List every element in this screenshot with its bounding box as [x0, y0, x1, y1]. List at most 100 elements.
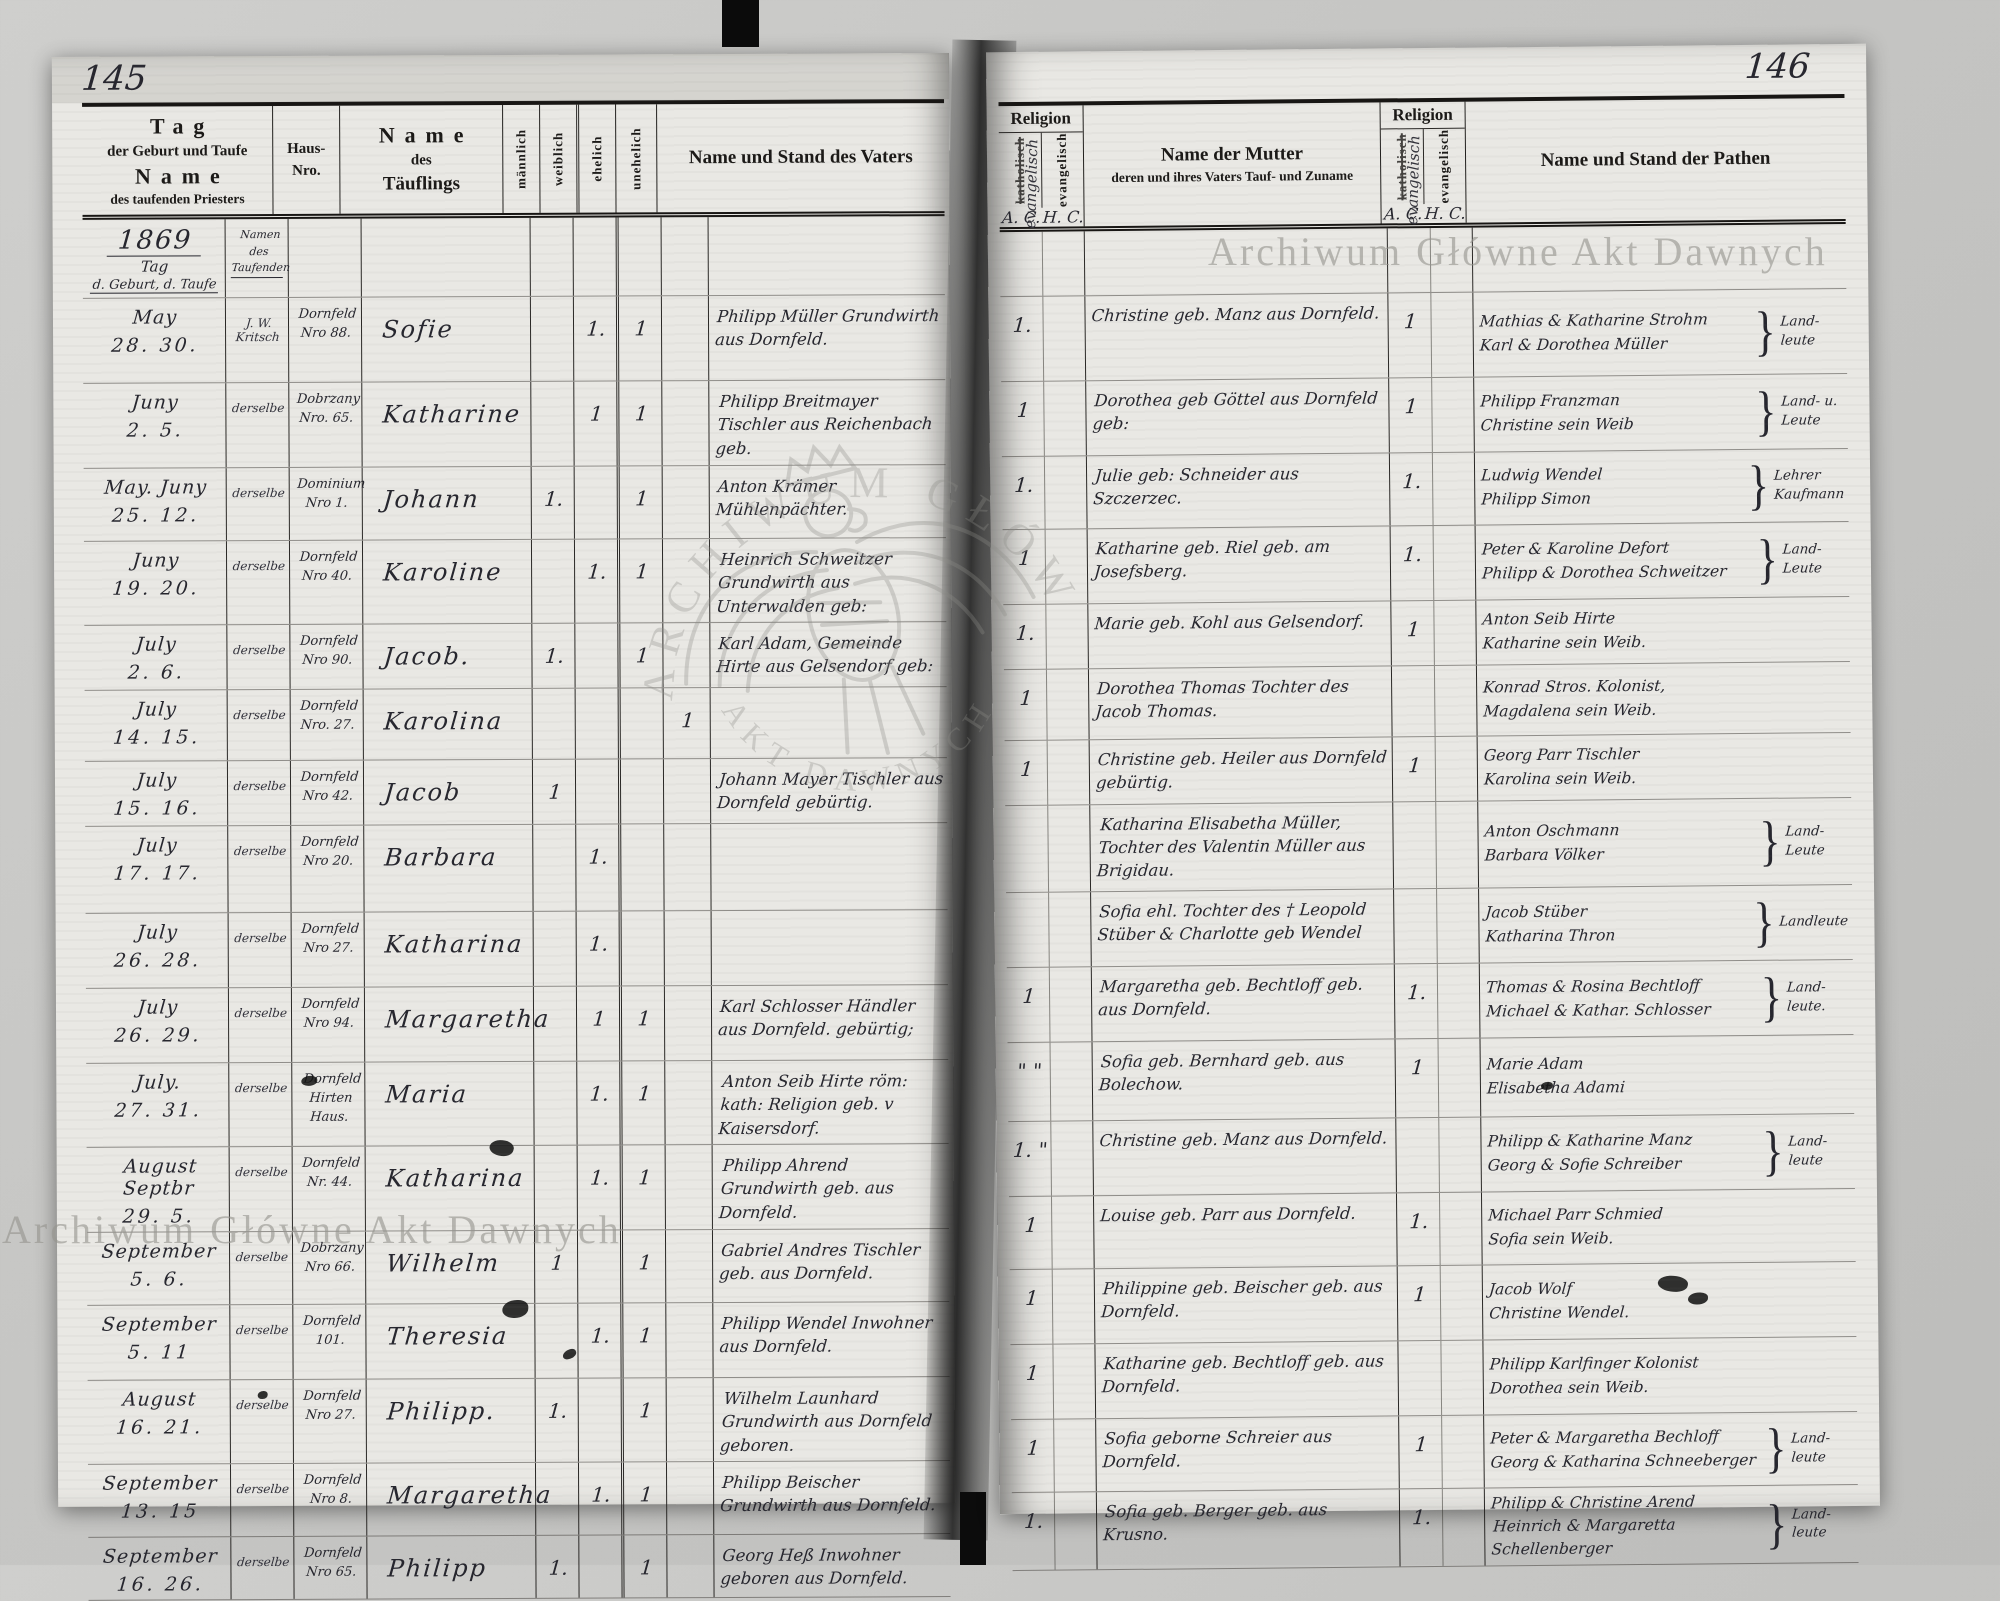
cell-priest: derselbe — [228, 690, 291, 760]
priest-name: derselbe — [233, 844, 286, 858]
cell-father: Karl Schlosser Händler aus Dornfeld. geb… — [712, 985, 948, 1060]
register-row-right: 1 Dorothea Thomas Tochter des Jacob Thom… — [1004, 662, 1851, 741]
cell-pathen: Peter & Margaretha Bechloff Georg & Kath… — [1484, 1412, 1858, 1488]
cell-ehelich: 1 — [620, 539, 663, 622]
cell-father: Heinrich Schweitzer Grund­wirth aus Unte… — [710, 538, 946, 622]
cell-priest: derselbe — [230, 1305, 293, 1379]
priest-name: derselbe — [236, 1398, 289, 1412]
cell-pathen: Philipp & Christine Arend Heinrich & Mar… — [1485, 1485, 1859, 1566]
register-table-left: Tag der Geburt und Taufe Name des taufen… — [82, 99, 951, 1601]
religion-mark: 1 — [1398, 1282, 1441, 1306]
house-number: Dornfeld Nro. 27. — [296, 698, 361, 736]
register-row-left: July 26. 28. derselbe Dornfeld Nro 27. K… — [86, 910, 948, 989]
table-header-left: Tag der Geburt und Taufe Name des taufen… — [82, 103, 944, 220]
priest-name: derselbe — [231, 401, 284, 415]
cell-religion-mutter: 1. — [1002, 456, 1088, 529]
cell-mother: Sofia geb. Bernhard geb. aus Bolechow. — [1093, 1039, 1397, 1120]
birth-baptism-days: 5. 6. — [92, 1268, 226, 1291]
scan-canvas: 145 Tag der Geburt und Taufe Name des ta… — [0, 0, 2000, 1565]
cell-child-name: Margaretha — [367, 1463, 536, 1536]
cell-maennlich — [533, 689, 576, 759]
cell-father: Karl Adam, Gemeinde Hirte aus Gelsendorf… — [710, 622, 946, 687]
cell-priest: J. W. Kritsch — [226, 298, 289, 382]
cell-dates: July 14. 15. — [85, 690, 228, 761]
cell-father: Georg Heß Inwohner geboren aus Dornfeld. — [714, 1535, 950, 1598]
cell-religion-mutter: 1 — [1005, 740, 1091, 805]
register-row-right: 1. Christine geb. Manz aus Dornfeld. 1 M… — [1000, 289, 1847, 382]
register-row-right: Sofia ehl. Tochter des † Leopold Stüber … — [1006, 885, 1853, 968]
cell-religion-mutter — [1005, 805, 1091, 892]
grouping-brace: } — [1757, 534, 1779, 584]
birth-baptism-days: 15. 16. — [90, 797, 224, 820]
cell-dates: July 15. 16. — [85, 761, 228, 826]
register-row-right: 1 Dorothea geb Göttel aus Dornfeld geb: … — [1001, 374, 1848, 457]
child-name: Margaretha — [386, 1481, 532, 1510]
child-name: Karoline — [382, 558, 528, 587]
cell-child-name: Karoline — [363, 540, 532, 624]
cell-child-name: Margaretha — [365, 987, 534, 1062]
cell-dates: Juny 19. 20. — [84, 541, 227, 625]
cell-mother: Katharina Elisabetha Müller, Tochter des… — [1090, 802, 1394, 891]
house-number: Dornfeld Nro 8. — [299, 1472, 364, 1510]
priest-name: derselbe — [234, 931, 287, 945]
cell-child-name: Sofie — [362, 297, 531, 382]
cell-mother: Sofia ehl. Tochter des † Leopold Stüber … — [1091, 889, 1395, 966]
birth-baptism-days: 16. 21. — [93, 1416, 227, 1439]
godparent-stand: Land- u. — [1780, 392, 1843, 412]
cell-maennlich — [531, 297, 574, 381]
godparent-stand: Land- — [1780, 312, 1843, 332]
cell-priest: derselbe — [229, 988, 292, 1062]
godparent-stand: Landleute — [1779, 912, 1849, 932]
godparent-line1: Georg Parr Tischler — [1483, 742, 1757, 768]
cell-mother: Dorothea Thomas Tochter des Jacob Thomas… — [1089, 666, 1393, 739]
register-row-right: 1 Katharine geb. Riel geb. am Josefsberg… — [1003, 522, 1850, 605]
religion-mark: 1 — [1392, 617, 1435, 641]
birth-baptism-days: 14. 15. — [90, 726, 224, 749]
cell-maennlich — [535, 1146, 578, 1230]
birth-month: Juny — [89, 549, 223, 572]
register-row-left: May. Juny 25. 12. derselbe Dominium Nro … — [84, 465, 946, 542]
cell-maennlich: 1. — [536, 1379, 579, 1462]
cell-father — [711, 687, 947, 758]
religion-mark: 1. — [1001, 312, 1044, 336]
register-row-left: July. 27. 31. derselbe Dornfeld Hirten H… — [86, 1060, 948, 1148]
birth-baptism-days: 5. 11 — [93, 1341, 227, 1364]
cell-maennlich: 1. — [532, 466, 575, 538]
cell-weiblich: 1. — [578, 1146, 623, 1230]
cell-father — [711, 823, 947, 910]
cell-maennlich — [533, 825, 576, 911]
register-row-right: 1 Christine geb. Heiler aus Dornfeld geb… — [1005, 733, 1852, 806]
cell-religion-mutter: 1 — [1004, 669, 1090, 740]
cell-house: Dornfeld Nro 40. — [290, 540, 363, 624]
cell-maennlich — [536, 1463, 579, 1535]
header-name: Name — [125, 162, 230, 190]
priest-name: derselbe — [233, 708, 286, 722]
father-name-stand: Anton Krämer Mühlenpächter. — [715, 474, 945, 522]
cell-unehelich — [667, 1536, 714, 1598]
cell-weiblich — [579, 1536, 624, 1598]
cell-religion-pathen: 1. — [1397, 1192, 1483, 1265]
godparent-line2: Philipp & Dorothea Schweitzer — [1481, 559, 1755, 585]
grouping-brace: } — [1762, 1126, 1784, 1176]
cell-dates: August Septbr 29. 5. — [87, 1147, 230, 1232]
cell-house: Dornfeld Nr. 44. — [293, 1147, 366, 1231]
father-name-stand — [716, 696, 942, 697]
religion-mark: 1 — [1005, 756, 1048, 780]
house-number: Dominium Nro 1. — [295, 475, 360, 513]
cell-weiblich — [575, 623, 620, 687]
year-note: Tag — [88, 258, 221, 277]
rows-right: 1. Christine geb. Manz aus Dornfeld. 1 M… — [1000, 224, 1859, 1572]
register-row-right: Katharina Elisabetha Müller, Tochter des… — [1005, 798, 1852, 893]
cell-unehelich: 1 — [664, 688, 711, 758]
header-priester: des taufenden Priesters — [110, 190, 244, 209]
birth-month: September — [93, 1473, 227, 1496]
black-tab-top — [722, 0, 759, 47]
cell-priest: derselbe — [227, 541, 290, 625]
register-row-right: 1 Philippine geb. Beischer geb. aus Dorn… — [1010, 1262, 1857, 1345]
house-number: Dornfeld Nro 42. — [296, 769, 361, 807]
note-hc: H. C. — [1042, 207, 1085, 226]
cell-child-name: Jacob — [364, 760, 533, 825]
cell-pathen: Mathias & Katharine Strohm Karl & Doroth… — [1473, 289, 1847, 377]
cell-ehelich: 1 — [623, 1230, 666, 1302]
godparent-line2: Karolina sein Weib. — [1483, 765, 1757, 791]
